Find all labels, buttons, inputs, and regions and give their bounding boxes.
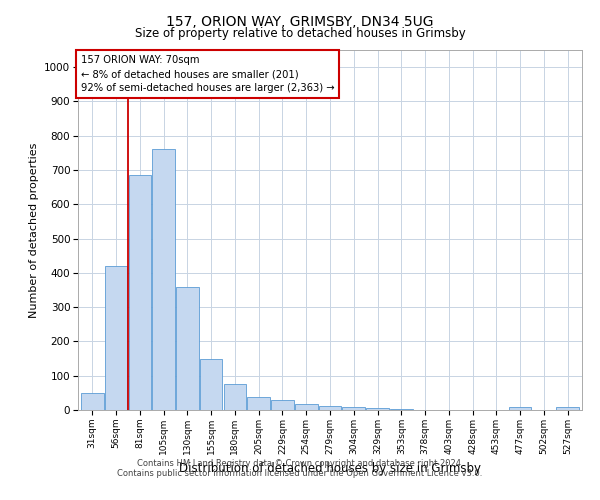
Bar <box>105 266 127 410</box>
Bar <box>295 404 317 410</box>
Bar <box>200 358 223 410</box>
Bar <box>176 286 199 410</box>
Bar <box>271 400 294 410</box>
Y-axis label: Number of detached properties: Number of detached properties <box>29 142 38 318</box>
Bar <box>152 150 175 410</box>
Bar <box>319 406 341 410</box>
Bar <box>343 408 365 410</box>
Bar <box>509 408 532 410</box>
Text: Size of property relative to detached houses in Grimsby: Size of property relative to detached ho… <box>134 28 466 40</box>
X-axis label: Distribution of detached houses by size in Grimsby: Distribution of detached houses by size … <box>179 462 481 475</box>
Text: 157 ORION WAY: 70sqm
← 8% of detached houses are smaller (201)
92% of semi-detac: 157 ORION WAY: 70sqm ← 8% of detached ho… <box>80 56 334 94</box>
Bar <box>128 175 151 410</box>
Bar <box>247 397 270 410</box>
Bar <box>224 384 246 410</box>
Text: 157, ORION WAY, GRIMSBY, DN34 5UG: 157, ORION WAY, GRIMSBY, DN34 5UG <box>166 15 434 29</box>
Bar <box>366 408 389 410</box>
Text: Contains public sector information licensed under the Open Government Licence v3: Contains public sector information licen… <box>118 468 482 477</box>
Bar <box>81 393 104 410</box>
Text: Contains HM Land Registry data © Crown copyright and database right 2024.: Contains HM Land Registry data © Crown c… <box>137 458 463 468</box>
Bar <box>556 408 579 410</box>
